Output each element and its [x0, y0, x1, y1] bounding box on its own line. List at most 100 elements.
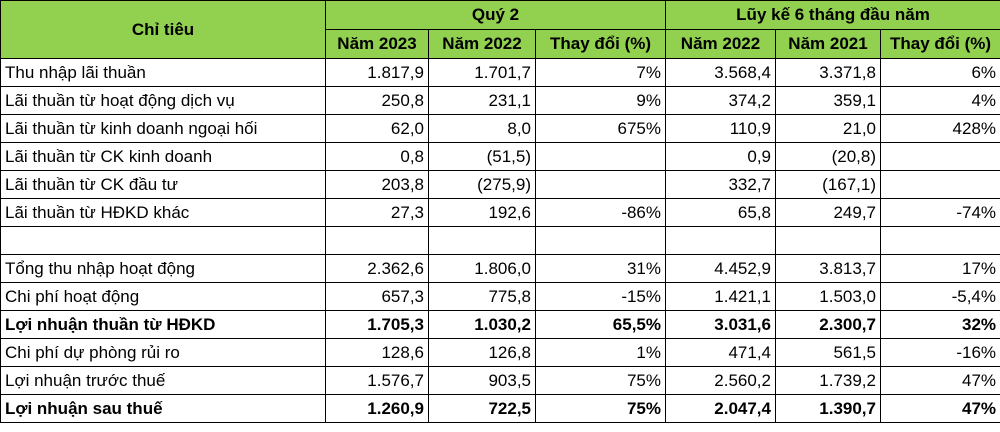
cell-value: 2.560,2: [665, 366, 776, 395]
cell-value: (51,5): [428, 142, 536, 171]
table-row: Lãi thuần từ CK đầu tư 203,8 (275,9) 332,7(…: [0, 170, 1000, 199]
cell-value: 75%: [535, 394, 666, 423]
cell-value: 17%: [879, 254, 1000, 283]
table-row: Lãi thuần từ CK kinh doanh 0,8 (51,5) 0,9 (2…: [0, 142, 1000, 171]
cell-value: 6%: [879, 58, 1000, 87]
row-label: Lợi nhuận thuần từ HĐKD: [0, 310, 326, 339]
table-row: Chi phí dự phòng rủi ro 128,6 126,8 1% 471,4…: [0, 338, 1000, 367]
cell-value: (167,1): [775, 170, 881, 199]
cell-value: 192,6: [428, 198, 536, 227]
cell-value: 203,8: [325, 170, 429, 199]
cell-value: 3.031,6: [665, 310, 776, 339]
cell-value: 1.576,7: [325, 366, 429, 395]
cell-value: 27,3: [325, 198, 429, 227]
header-row-sub: Năm 2023 Năm 2022 Thay đổi (%) Năm 2022 …: [1, 29, 1000, 59]
cell-value: 3.813,7: [775, 254, 881, 283]
cell-value: 657,3: [325, 282, 429, 311]
cell-value: -86%: [535, 198, 666, 227]
cell-value: 75%: [535, 366, 666, 395]
row-label: Lãi thuần từ kinh doanh ngoại hối: [0, 114, 326, 143]
cell-value: [879, 226, 1000, 255]
cell-value: -5,4%: [879, 282, 1000, 311]
table-row: Lợi nhuận sau thuế 1.260,9 722,5 75% 2.047,4…: [0, 394, 1000, 423]
cell-value: 126,8: [428, 338, 536, 367]
cell-value: 1.705,3: [325, 310, 429, 339]
row-label: Chi phí dự phòng rủi ro: [0, 338, 326, 367]
row-label: Lợi nhuận trước thuế: [0, 366, 326, 395]
subheader-ytd-2021: Năm 2021: [775, 29, 881, 59]
cell-value: [535, 226, 666, 255]
table-row: Thu nhập lãi thuần 1.817,9 1.701,7 7% 3.568,…: [0, 58, 1000, 87]
cell-value: [535, 142, 666, 171]
cell-value: 2.362,6: [325, 254, 429, 283]
cell-value: 374,2: [665, 86, 776, 115]
cell-value: 249,7: [775, 198, 881, 227]
row-label: Tổng thu nhập hoạt động: [0, 254, 326, 283]
cell-value: 4%: [879, 86, 1000, 115]
cell-value: 128,6: [325, 338, 429, 367]
header-row-top: Chỉ tiêu Quý 2 Lũy kế 6 tháng đầu năm: [0, 0, 1000, 59]
cell-value: 0,9: [665, 142, 776, 171]
cell-value: 47%: [879, 394, 1000, 423]
header-chi-tieu: Chỉ tiêu: [0, 0, 326, 59]
cell-value: 0,8: [325, 142, 429, 171]
cell-value: 4.452,9: [665, 254, 776, 283]
cell-value: 722,5: [428, 394, 536, 423]
cell-value: 359,1: [775, 86, 881, 115]
cell-value: 110,9: [665, 114, 776, 143]
cell-value: 62,0: [325, 114, 429, 143]
cell-value: [325, 226, 429, 255]
cell-value: 8,0: [428, 114, 536, 143]
cell-value: 1.701,7: [428, 58, 536, 87]
cell-value: 7%: [535, 58, 666, 87]
cell-value: 332,7: [665, 170, 776, 199]
row-label: Lãi thuần từ hoạt động dịch vụ: [0, 86, 326, 115]
cell-value: -74%: [879, 198, 1000, 227]
row-label: [0, 226, 326, 255]
subheader-ytd-2022: Năm 2022: [665, 29, 776, 59]
cell-value: 1.030,2: [428, 310, 536, 339]
cell-value: 903,5: [428, 366, 536, 395]
cell-value: 2.300,7: [775, 310, 881, 339]
cell-value: [879, 142, 1000, 171]
subheader-ytd-change: Thay đổi (%): [879, 29, 1000, 59]
cell-value: 1.806,0: [428, 254, 536, 283]
cell-value: 65,8: [665, 198, 776, 227]
cell-value: -16%: [879, 338, 1000, 367]
table-row: Chi phí hoạt động 657,3 775,8 -15% 1.421,1 1.…: [0, 282, 1000, 311]
cell-value: 775,8: [428, 282, 536, 311]
row-label: Lãi thuần từ CK kinh doanh: [0, 142, 326, 171]
row-label: Lãi thuần từ HĐKD khác: [0, 198, 326, 227]
cell-value: 675%: [535, 114, 666, 143]
table-row: Tổng thu nhập hoạt động 2.362,6 1.806,0 31%…: [0, 254, 1000, 283]
subheader-q2-2022: Năm 2022: [428, 29, 536, 59]
header-luy-ke: Lũy kế 6 tháng đầu năm: [664, 0, 1000, 30]
row-label: Thu nhập lãi thuần: [0, 58, 326, 87]
cell-value: 1.421,1: [665, 282, 776, 311]
cell-value: 428%: [879, 114, 1000, 143]
cell-value: [428, 226, 536, 255]
cell-value: 250,8: [325, 86, 429, 115]
cell-value: 31%: [535, 254, 666, 283]
cell-value: 1.739,2: [775, 366, 881, 395]
table-body: Thu nhập lãi thuần 1.817,9 1.701,7 7% 3.568,…: [0, 58, 1000, 423]
cell-value: 47%: [879, 366, 1000, 395]
cell-value: 1%: [535, 338, 666, 367]
financial-table: Chỉ tiêu Quý 2 Lũy kế 6 tháng đầu năm Nă…: [0, 0, 1000, 423]
table-row: Lãi thuần từ HĐKD khác 27,3 192,6 -86% 65,8 2…: [0, 198, 1000, 227]
cell-value: 21,0: [775, 114, 881, 143]
cell-value: 231,1: [428, 86, 536, 115]
subheader-q2-change: Thay đổi (%): [535, 29, 666, 59]
cell-value: 1.390,7: [775, 394, 881, 423]
table-row: Lãi thuần từ kinh doanh ngoại hối 62,0 8,0…: [0, 114, 1000, 143]
cell-value: 3.568,4: [665, 58, 776, 87]
cell-value: 32%: [879, 310, 1000, 339]
table-row: Lợi nhuận thuần từ HĐKD 1.705,3 1.030,2 65,…: [0, 310, 1000, 339]
table-row: [0, 226, 1000, 255]
cell-value: 1.503,0: [775, 282, 881, 311]
cell-value: 471,4: [665, 338, 776, 367]
table-row: Lợi nhuận trước thuế 1.576,7 903,5 75% 2.560…: [0, 366, 1000, 395]
row-label: Chi phí hoạt động: [0, 282, 326, 311]
cell-value: 65,5%: [535, 310, 666, 339]
cell-value: [879, 170, 1000, 199]
